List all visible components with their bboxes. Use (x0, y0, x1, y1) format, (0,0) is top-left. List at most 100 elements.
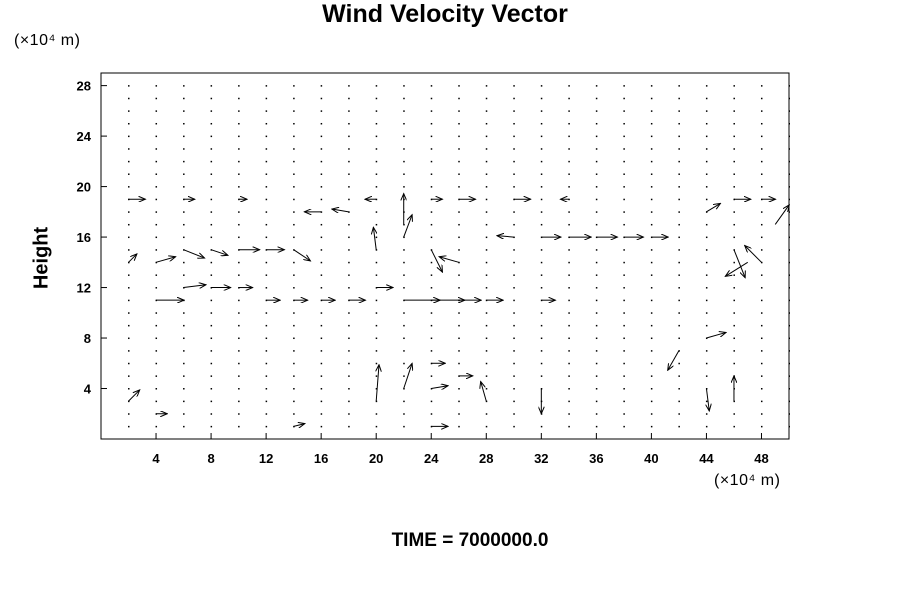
grid-point (293, 211, 295, 213)
grid-point (183, 312, 185, 314)
grid-point (485, 122, 488, 125)
wind-vector (430, 249, 442, 272)
grid-point (458, 122, 460, 125)
grid-point (568, 148, 570, 150)
grid-point (403, 122, 405, 125)
grid-point (348, 413, 350, 415)
grid-point (595, 274, 598, 276)
grid-point (623, 362, 625, 365)
grid-point (595, 148, 598, 150)
grid-point (485, 135, 488, 138)
grid-point (705, 160, 708, 163)
grid-point (623, 350, 625, 352)
grid-point (238, 110, 240, 112)
grid-point (183, 400, 185, 403)
grid-point (238, 413, 240, 415)
grid-point (733, 350, 735, 352)
grid-point (705, 97, 708, 100)
grid-point (760, 211, 763, 213)
grid-point (705, 148, 708, 150)
grid-point (293, 135, 295, 138)
grid-point (513, 261, 515, 264)
grid-point (375, 148, 378, 150)
grid-point (210, 324, 213, 327)
time-footer: TIME = 7000000.0 (391, 530, 549, 551)
grid-point (238, 312, 240, 314)
grid-point (760, 122, 763, 125)
grid-point (705, 274, 708, 276)
grid-point (238, 324, 240, 327)
x-tick-label: 48 (754, 451, 768, 466)
y-unit-label: (×10⁴ m) (14, 32, 81, 49)
grid-point (183, 211, 185, 213)
grid-point (595, 324, 598, 327)
grid-point (513, 135, 515, 138)
grid-point (623, 148, 625, 150)
grid-point (678, 122, 680, 125)
y-tick-label: 24 (77, 129, 92, 144)
grid-point (760, 375, 763, 377)
grid-point (210, 400, 213, 403)
grid-point (293, 97, 295, 100)
grid-point (128, 186, 130, 188)
grid-point (540, 211, 543, 213)
grid-point (403, 337, 405, 340)
grid-point (650, 312, 653, 314)
grid-point (623, 261, 625, 264)
grid-point (458, 186, 460, 188)
wind-vector (733, 249, 745, 278)
grid-point (788, 198, 790, 201)
grid-point (320, 425, 323, 428)
grid-point (458, 350, 460, 352)
grid-point (678, 324, 680, 327)
y-tick-label: 8 (84, 331, 91, 346)
grid-point (183, 388, 185, 390)
grid-point (265, 274, 268, 276)
grid-point (623, 400, 625, 403)
grid-point (760, 337, 763, 340)
wind-vector (668, 350, 680, 371)
grid-point (788, 400, 790, 403)
grid-point (375, 388, 378, 390)
grid-point (293, 198, 295, 201)
grid-point (155, 375, 158, 377)
grid-point (128, 173, 130, 175)
grid-point (650, 223, 653, 226)
grid-point (458, 261, 460, 264)
grid-point (348, 236, 350, 239)
grid-point (320, 85, 323, 87)
grid-point (760, 135, 763, 138)
grid-point (348, 337, 350, 340)
grid-point (650, 85, 653, 87)
grid-point (430, 324, 433, 327)
grid-point (458, 337, 460, 340)
grid-point (293, 413, 295, 415)
grid-point (788, 413, 790, 415)
grid-point (733, 299, 735, 302)
grid-point (678, 425, 680, 428)
grid-point (733, 312, 735, 314)
grid-point (678, 337, 680, 340)
grid-point (513, 211, 515, 213)
grid-point (320, 236, 323, 239)
grid-point (733, 236, 735, 239)
grid-point (513, 362, 515, 365)
grid-point (595, 375, 598, 377)
grid-point (375, 160, 378, 163)
grid-point (155, 312, 158, 314)
grid-point (623, 211, 625, 213)
grid-point (678, 413, 680, 415)
grid-point (320, 122, 323, 125)
grid-point (705, 324, 708, 327)
grid-point (678, 375, 680, 377)
grid-point (485, 324, 488, 327)
grid-point (513, 413, 515, 415)
grid-point (513, 274, 515, 276)
grid-point (568, 299, 570, 302)
grid-point (623, 85, 625, 87)
grid-point (183, 148, 185, 150)
grid-point (705, 135, 708, 138)
grid-point (320, 337, 323, 340)
grid-point (430, 211, 433, 213)
grid-point (293, 148, 295, 150)
